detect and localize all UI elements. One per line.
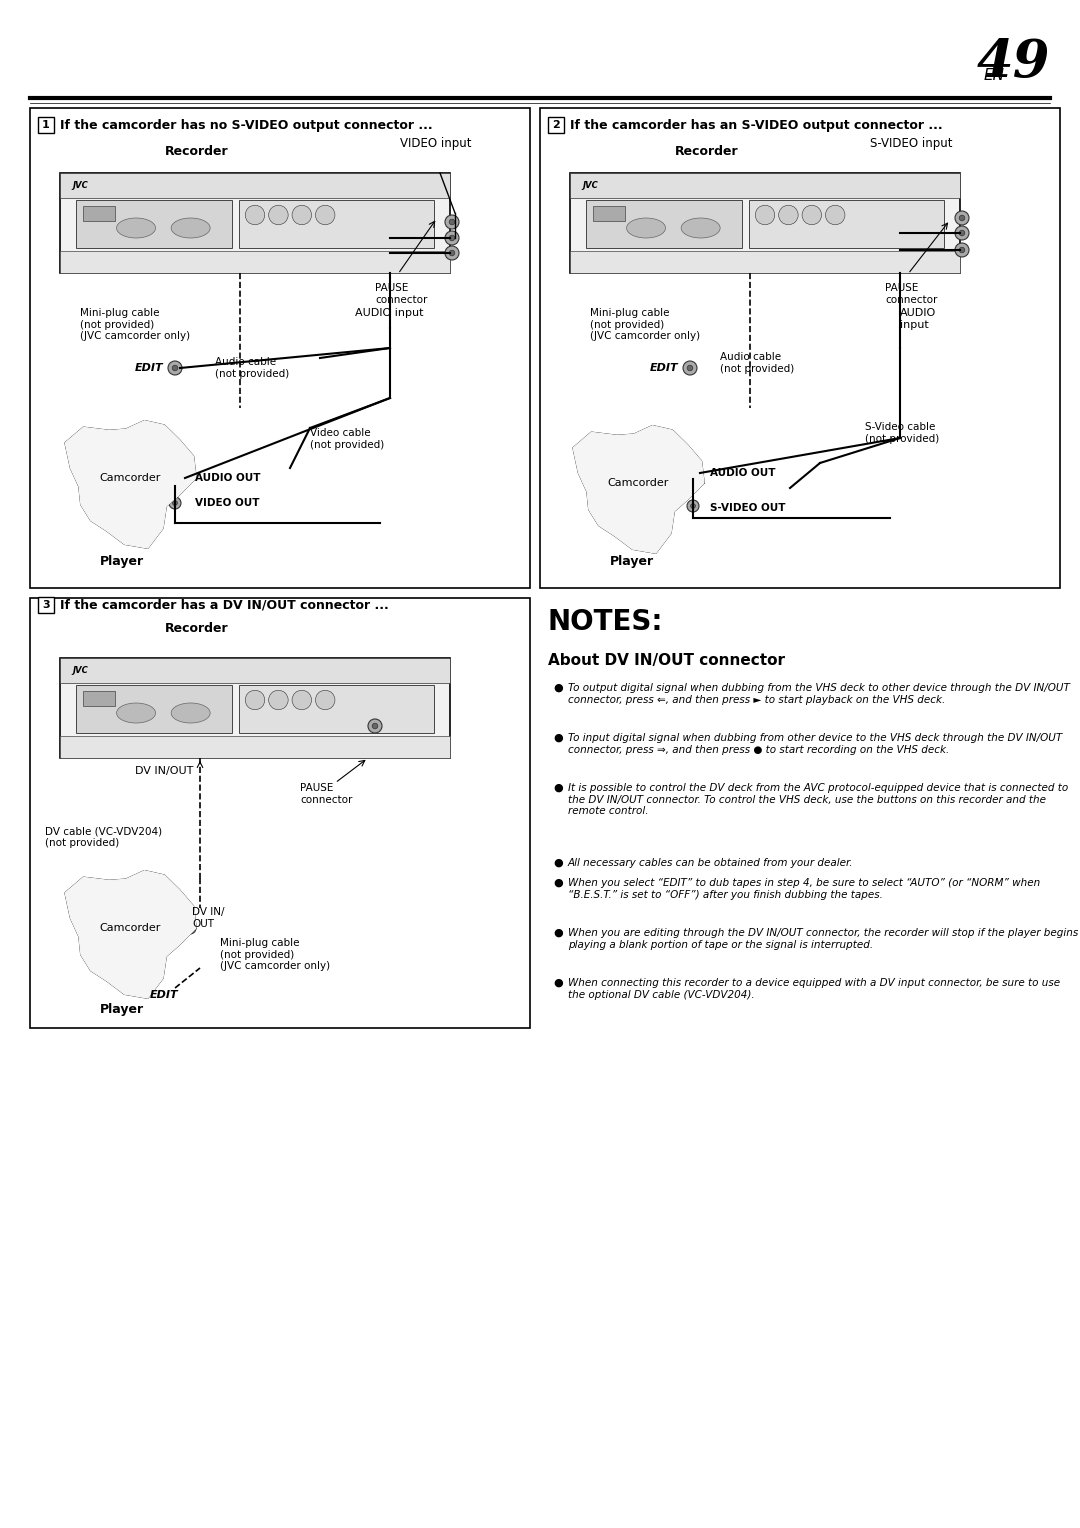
Circle shape: [188, 926, 192, 931]
Bar: [240, 200, 434, 248]
Text: Camcorder: Camcorder: [99, 923, 161, 934]
Bar: [30, 597, 530, 1028]
Text: If the camcorder has a DV IN/OUT connector ...: If the camcorder has a DV IN/OUT connect…: [60, 599, 389, 611]
Text: To input digital signal when dubbing from other device to the VHS deck through t: To input digital signal when dubbing fro…: [568, 733, 1063, 755]
Text: EDIT: EDIT: [650, 364, 678, 373]
Text: Audio cable
(not provided): Audio cable (not provided): [720, 351, 794, 374]
Bar: [83, 691, 114, 706]
Text: It is possible to control the DV deck from the AVC protocol-equipped device that: It is possible to control the DV deck fr…: [568, 782, 1068, 816]
Text: AUDIO
input: AUDIO input: [900, 309, 936, 330]
Text: DV cable (VC-VDV204)
(not provided): DV cable (VC-VDV204) (not provided): [45, 827, 162, 848]
Circle shape: [245, 205, 265, 225]
Bar: [60, 173, 450, 199]
Bar: [76, 685, 231, 733]
Text: 2: 2: [552, 121, 559, 130]
Polygon shape: [573, 426, 704, 553]
Text: When you are editing through the DV IN/OUT connector, the recorder will stop if : When you are editing through the DV IN/O…: [568, 927, 1078, 949]
Ellipse shape: [626, 219, 665, 238]
Text: NOTES:: NOTES:: [548, 608, 663, 636]
Text: JVC: JVC: [72, 666, 87, 675]
Bar: [548, 118, 564, 133]
Text: DV IN/
OUT: DV IN/ OUT: [192, 908, 225, 929]
Text: Mini-plug cable
(not provided)
(JVC camcorder only): Mini-plug cable (not provided) (JVC camc…: [220, 938, 330, 972]
Text: VIDEO OUT: VIDEO OUT: [195, 498, 259, 507]
Circle shape: [269, 691, 288, 709]
Circle shape: [449, 219, 455, 225]
Bar: [540, 108, 1059, 588]
Text: ●: ●: [553, 859, 563, 868]
Text: AUDIO OUT: AUDIO OUT: [710, 468, 775, 478]
Text: PAUSE
connector: PAUSE connector: [300, 782, 352, 805]
Bar: [38, 118, 54, 133]
Bar: [240, 685, 434, 733]
Circle shape: [173, 478, 177, 483]
Text: S-Video cable
(not provided): S-Video cable (not provided): [865, 422, 940, 443]
Circle shape: [959, 231, 964, 235]
Circle shape: [449, 235, 455, 241]
Text: JVC: JVC: [72, 180, 87, 189]
Bar: [60, 736, 450, 758]
Circle shape: [373, 723, 378, 729]
Text: If the camcorder has an S-VIDEO output connector ...: If the camcorder has an S-VIDEO output c…: [570, 119, 943, 131]
Bar: [83, 206, 114, 222]
Text: EN: EN: [984, 69, 1005, 83]
Text: JVC: JVC: [582, 180, 597, 189]
Text: When connecting this recorder to a device equipped with a DV input connector, be: When connecting this recorder to a devic…: [568, 978, 1061, 999]
Text: ●: ●: [553, 733, 563, 743]
Text: VIDEO input: VIDEO input: [400, 138, 472, 150]
Text: To output digital signal when dubbing from the VHS deck to other device through : To output digital signal when dubbing fr…: [568, 683, 1070, 704]
Text: EDIT: EDIT: [135, 364, 164, 373]
Bar: [593, 206, 624, 222]
Circle shape: [955, 243, 969, 257]
Text: Player: Player: [100, 555, 144, 568]
Circle shape: [687, 500, 699, 512]
Circle shape: [269, 205, 288, 225]
Text: EDIT: EDIT: [150, 990, 178, 999]
Circle shape: [315, 691, 335, 709]
Bar: [570, 251, 960, 274]
Text: When you select “EDIT” to dub tapes in step 4, be sure to select “AUTO” (or “NOR: When you select “EDIT” to dub tapes in s…: [568, 879, 1040, 900]
Bar: [76, 200, 231, 248]
Text: ●: ●: [553, 782, 563, 793]
Text: 49: 49: [976, 37, 1050, 89]
Text: About DV IN/OUT connector: About DV IN/OUT connector: [548, 652, 785, 668]
Text: PAUSE
connector: PAUSE connector: [375, 283, 428, 304]
Circle shape: [184, 921, 195, 934]
Circle shape: [955, 226, 969, 240]
Text: AUDIO OUT: AUDIO OUT: [195, 474, 260, 483]
Circle shape: [173, 501, 177, 506]
Text: All necessary cables can be obtained from your dealer.: All necessary cables can be obtained fro…: [568, 859, 853, 868]
Circle shape: [955, 211, 969, 225]
Bar: [38, 597, 54, 613]
Circle shape: [168, 497, 181, 509]
Circle shape: [172, 365, 178, 371]
Text: PAUSE
connector: PAUSE connector: [885, 283, 937, 304]
Text: Video cable
(not provided): Video cable (not provided): [310, 428, 384, 449]
Bar: [585, 200, 742, 248]
Text: Mini-plug cable
(not provided)
(JVC camcorder only): Mini-plug cable (not provided) (JVC camc…: [80, 309, 190, 341]
Bar: [570, 173, 960, 274]
Text: ●: ●: [553, 879, 563, 888]
Bar: [570, 173, 960, 199]
Bar: [60, 251, 450, 274]
Circle shape: [959, 248, 964, 252]
Text: S-VIDEO input: S-VIDEO input: [870, 138, 953, 150]
Circle shape: [315, 205, 335, 225]
Circle shape: [168, 474, 181, 486]
Circle shape: [959, 215, 964, 222]
Circle shape: [687, 468, 699, 478]
Text: Mini-plug cable
(not provided)
(JVC camcorder only): Mini-plug cable (not provided) (JVC camc…: [590, 309, 700, 341]
Bar: [30, 108, 530, 588]
Circle shape: [755, 205, 774, 225]
Bar: [60, 659, 450, 758]
Circle shape: [802, 205, 822, 225]
Ellipse shape: [171, 219, 211, 238]
Text: Camcorder: Camcorder: [99, 474, 161, 483]
Circle shape: [168, 361, 183, 374]
Ellipse shape: [171, 703, 211, 723]
Text: 1: 1: [42, 121, 50, 130]
Text: Recorder: Recorder: [165, 145, 229, 157]
Text: Player: Player: [610, 555, 654, 568]
Text: DV IN/OUT: DV IN/OUT: [135, 766, 193, 776]
Polygon shape: [65, 871, 195, 998]
